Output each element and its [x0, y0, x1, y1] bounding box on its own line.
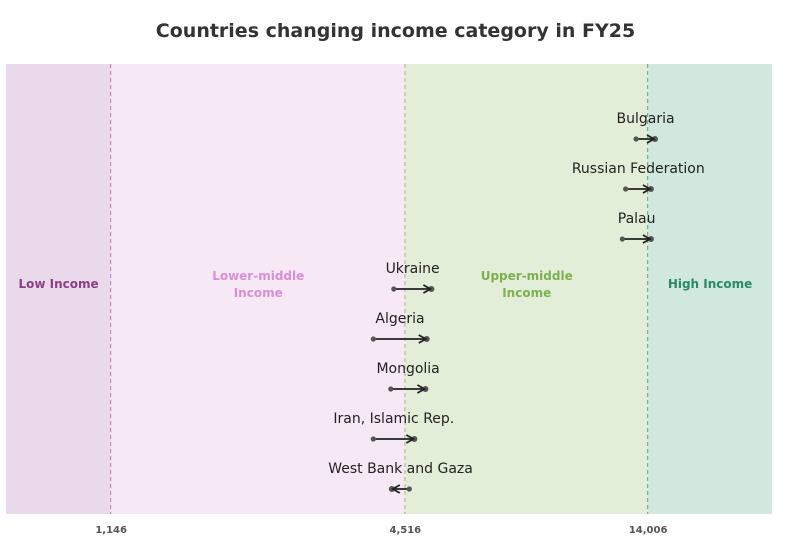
- country-label: Algeria: [375, 311, 424, 327]
- country-label: West Bank and Gaza: [328, 461, 473, 477]
- country-label: Bulgaria: [616, 111, 674, 127]
- start-point: [370, 436, 376, 442]
- x-tick-label: 1,146: [95, 525, 127, 536]
- start-point: [406, 486, 412, 492]
- band-label-3: High Income: [668, 277, 752, 291]
- band-label-1: Lower-middle Income: [212, 269, 304, 300]
- chart-title: Countries changing income category in FY…: [155, 20, 636, 42]
- start-point: [633, 136, 639, 142]
- x-tick-label: 4,516: [390, 525, 422, 536]
- start-point: [391, 286, 397, 292]
- band-0: [6, 64, 112, 514]
- country-label: Iran, Islamic Rep.: [333, 411, 454, 427]
- country-label: Mongolia: [376, 361, 439, 377]
- start-point: [370, 336, 376, 342]
- start-point: [388, 386, 394, 392]
- country-label: Russian Federation: [572, 161, 705, 177]
- x-tick-label: 14,006: [629, 525, 668, 536]
- band-3: [648, 64, 772, 514]
- band-label-0: Low Income: [18, 277, 98, 291]
- band-1: [111, 64, 406, 514]
- start-point: [623, 186, 629, 192]
- start-point: [619, 236, 625, 242]
- band-2: [405, 64, 649, 514]
- band-label-2: Upper-middle Income: [481, 269, 573, 300]
- country-label: Ukraine: [386, 261, 440, 277]
- country-label: Palau: [618, 211, 656, 227]
